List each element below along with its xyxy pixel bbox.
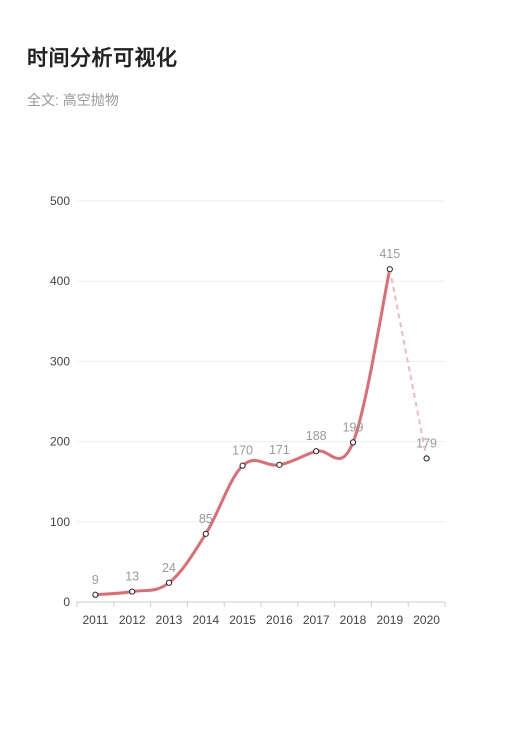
data-label: 171 <box>269 443 290 457</box>
data-point <box>239 462 246 469</box>
data-label: 415 <box>379 247 400 261</box>
y-tick-label: 500 <box>50 194 70 208</box>
page-subtitle: 全文: 高空抛物 <box>27 90 119 110</box>
x-tick-label: 2016 <box>266 613 293 627</box>
x-tick-label: 2013 <box>156 613 183 627</box>
y-tick-label: 0 <box>63 595 70 609</box>
data-point <box>423 455 430 462</box>
data-label: 179 <box>416 436 437 450</box>
data-point <box>129 588 136 595</box>
subtitle-label: 全文: <box>27 92 59 108</box>
data-label: 199 <box>343 420 364 434</box>
x-tick-label: 2019 <box>376 613 403 627</box>
x-tick-label: 2015 <box>229 613 256 627</box>
data-label: 170 <box>232 444 253 458</box>
data-label: 9 <box>92 573 99 587</box>
subtitle-value: 高空抛物 <box>62 92 119 108</box>
data-label: 188 <box>306 429 327 443</box>
data-label: 24 <box>162 561 176 575</box>
y-tick-label: 100 <box>50 515 70 529</box>
x-tick-label: 2020 <box>413 613 440 627</box>
y-tick-label: 400 <box>50 274 70 288</box>
x-tick-label: 2017 <box>303 613 330 627</box>
data-point <box>386 266 393 273</box>
data-point <box>202 530 209 537</box>
data-point <box>165 579 173 586</box>
x-tick-label: 2012 <box>119 613 146 627</box>
data-point <box>92 591 99 598</box>
data-point <box>313 448 320 455</box>
y-tick-label: 300 <box>50 354 70 368</box>
x-tick-label: 2014 <box>192 613 219 627</box>
data-label: 85 <box>199 512 213 526</box>
y-tick-label: 200 <box>50 435 70 449</box>
series-line-dashed <box>388 268 428 459</box>
data-label: 13 <box>125 570 139 584</box>
data-point <box>349 439 357 446</box>
x-tick-label: 2018 <box>340 613 367 627</box>
data-point <box>276 461 283 468</box>
x-tick-label: 2011 <box>82 613 108 627</box>
page-title: 时间分析可视化 <box>27 47 178 70</box>
